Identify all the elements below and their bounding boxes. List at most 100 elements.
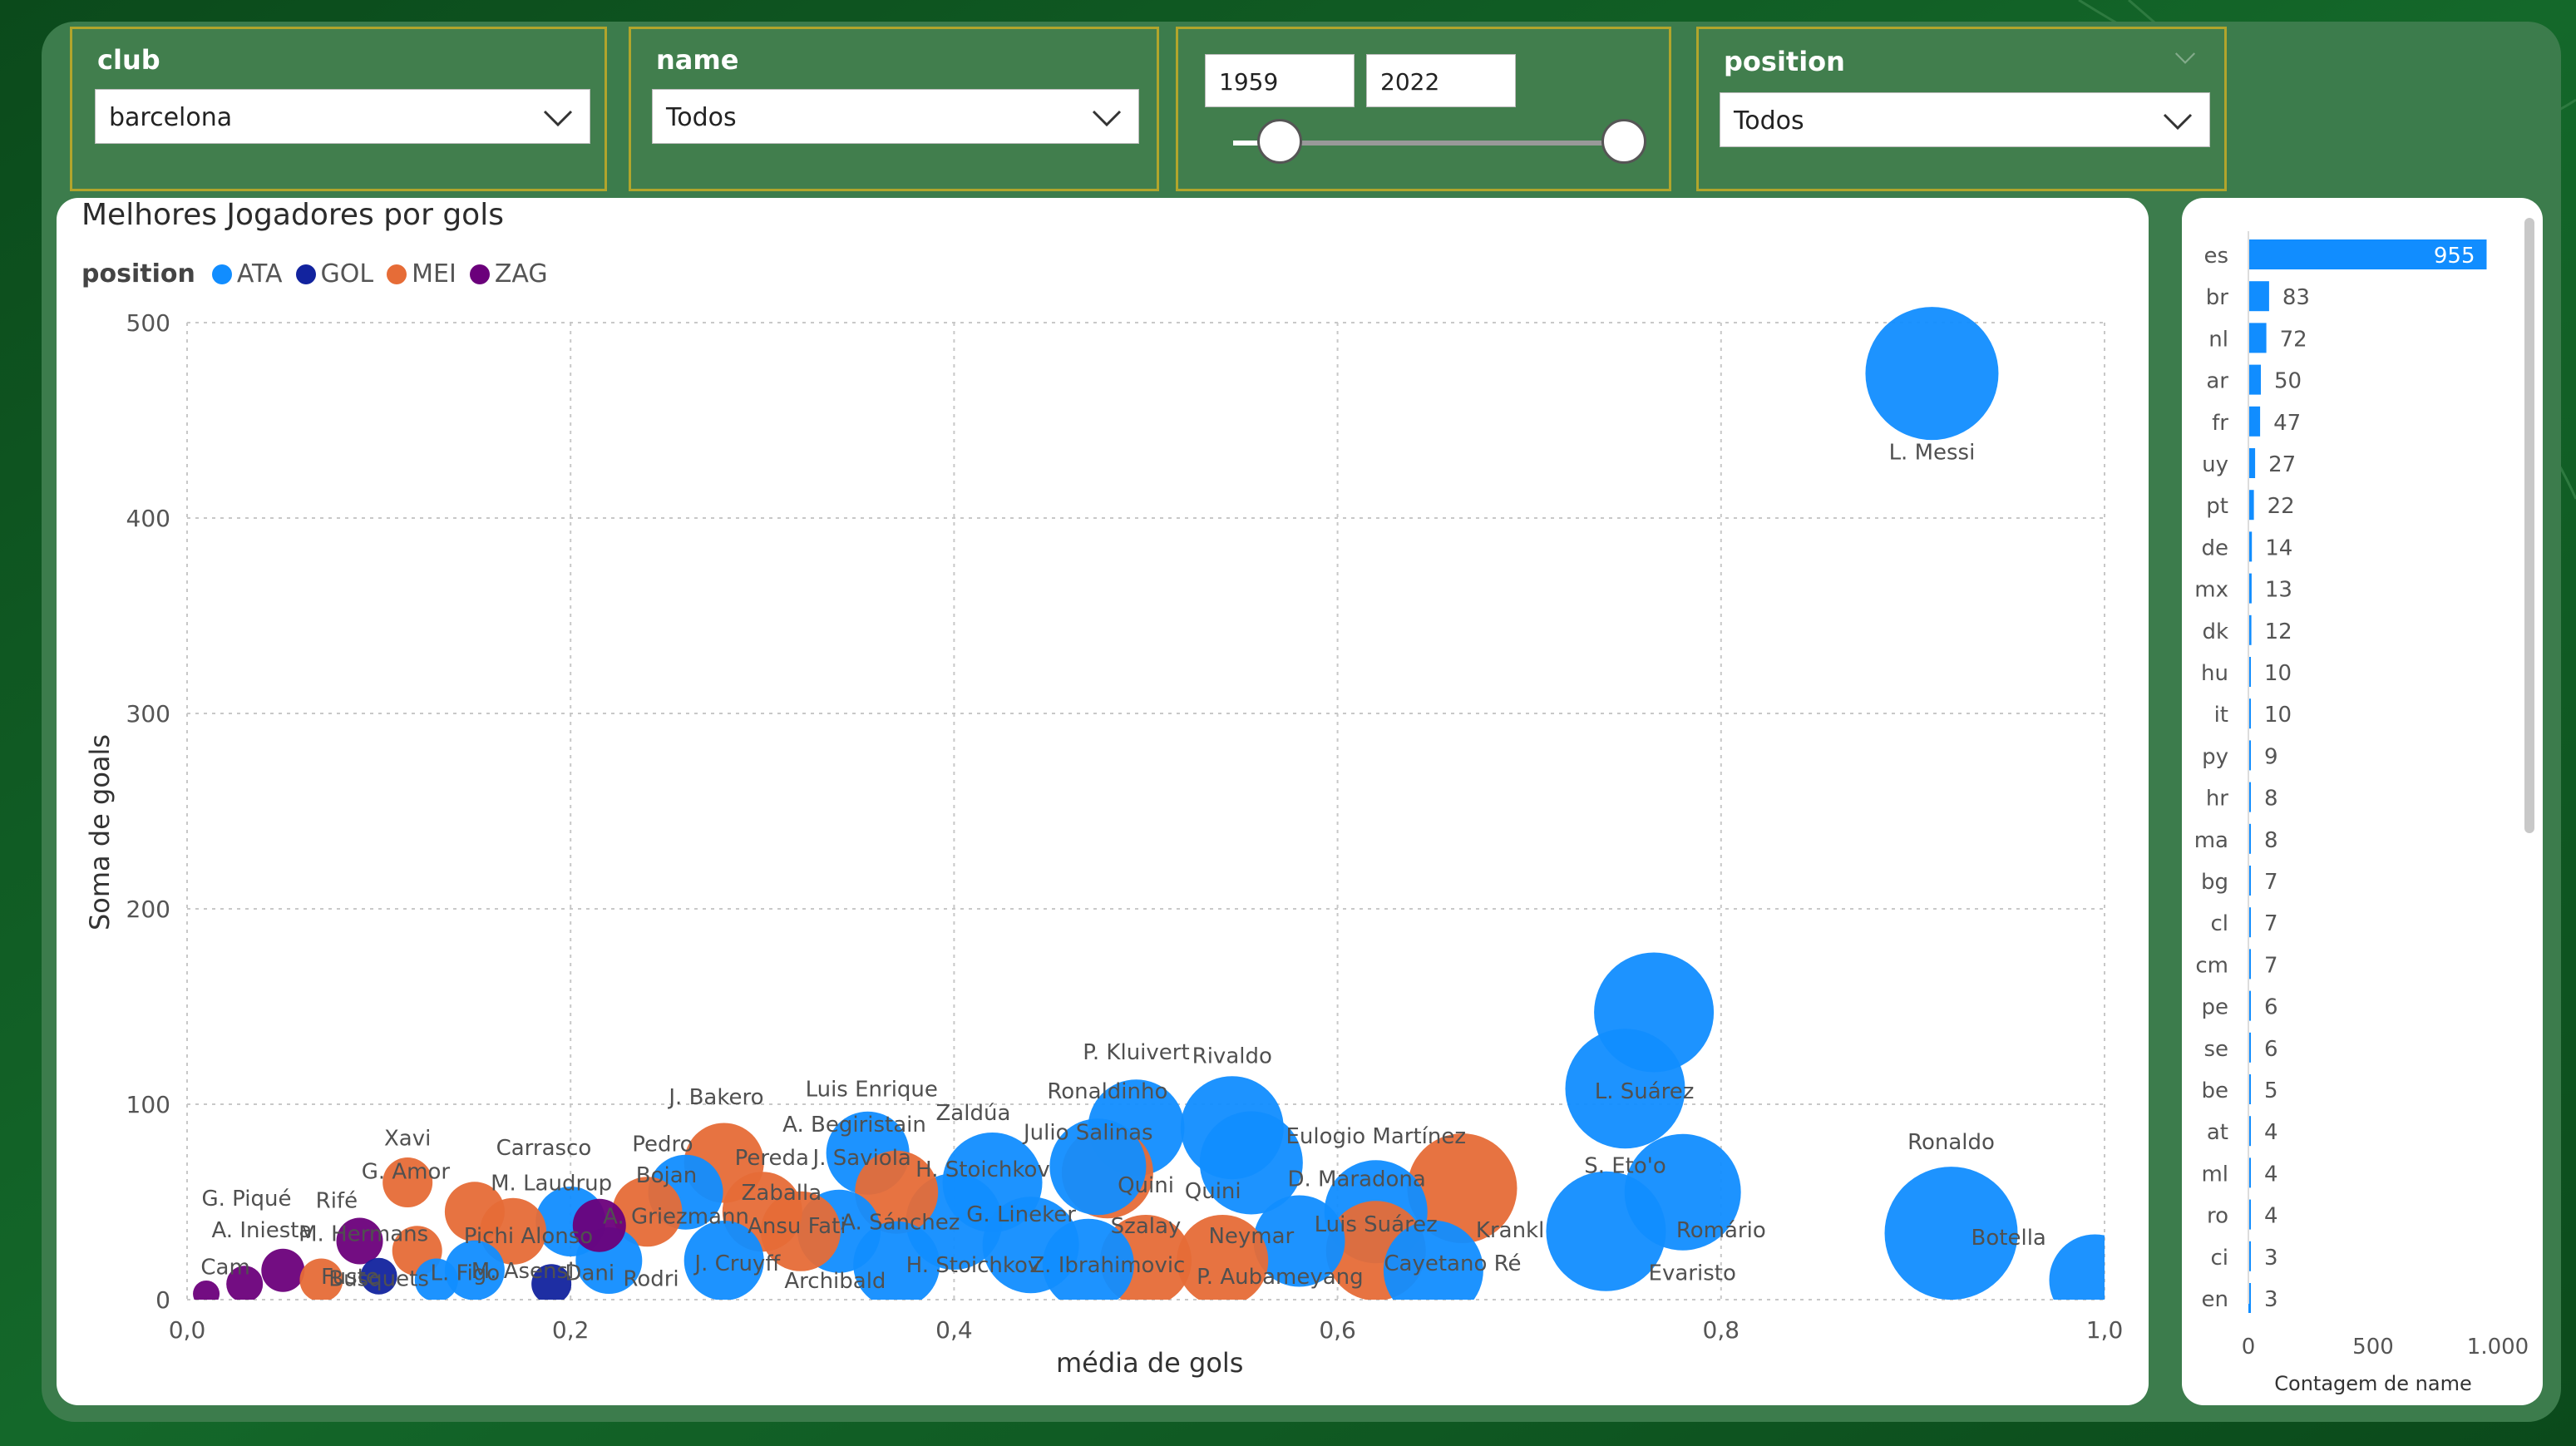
- y-axis-title: Soma de goals: [84, 698, 116, 930]
- y-tick-label: 200: [126, 896, 170, 923]
- point-label: Krankl: [1476, 1218, 1544, 1243]
- bar-value-label: 13: [2265, 578, 2292, 603]
- bar-category-label: se: [2203, 1037, 2228, 1062]
- name-dropdown-value: Todos: [666, 103, 737, 132]
- scatter-chart: 01002003004005000,0 0,2 0,4 0,6 0,8 1,0L. Mes…: [57, 198, 2149, 1405]
- bar-category-label: py: [2202, 744, 2228, 769]
- point-label: Cam: [200, 1255, 249, 1280]
- bar-category-label: ro: [2207, 1204, 2228, 1229]
- bar-value-label: 5: [2264, 1078, 2278, 1103]
- bar-category-label: at: [2207, 1120, 2228, 1145]
- year-start-input[interactable]: 1959: [1205, 54, 1355, 107]
- bar[interactable]: [2248, 407, 2260, 437]
- bar-category-label: pe: [2202, 995, 2229, 1020]
- bar-x-axis-title: Contagem de name: [2274, 1372, 2471, 1395]
- point-label: H. Stoichkov: [906, 1253, 1041, 1278]
- point-label: Ronaldo: [1907, 1130, 1995, 1155]
- bar-value-label: 3: [2264, 1246, 2278, 1271]
- point-label: Quini: [1118, 1173, 1174, 1198]
- bar-category-label: ml: [2201, 1162, 2228, 1187]
- point-label: G. Amor: [362, 1159, 451, 1184]
- y-tick-label: 500: [126, 309, 170, 337]
- point-label: Z. Ibrahimovic: [1029, 1253, 1185, 1278]
- bar-category-label: cl: [2210, 911, 2228, 936]
- chevron-down-icon: [2161, 106, 2194, 135]
- year-range-slicer: 1959 2022: [1176, 27, 1671, 191]
- bar-category-label: hu: [2201, 661, 2228, 686]
- bar-category-label: fr: [2212, 411, 2228, 436]
- chevron-down-icon: [1090, 103, 1123, 131]
- bar-x-tick-label: 1.000: [2467, 1335, 2529, 1360]
- position-slicer: position Todos: [1696, 27, 2227, 191]
- position-dropdown[interactable]: Todos: [1720, 92, 2210, 147]
- bar[interactable]: [2248, 448, 2255, 478]
- chevron-up-icon[interactable]: [2173, 47, 2198, 67]
- bar-category-label: es: [2203, 244, 2228, 269]
- point-label: Ansu Fati: [748, 1214, 846, 1239]
- point-label: Rifé: [316, 1189, 358, 1214]
- bar-value-label: 3: [2264, 1287, 2278, 1312]
- point-label: J. Bakero: [667, 1085, 763, 1110]
- bar-category-label: nl: [2208, 327, 2228, 352]
- bar-value-label: 7: [2264, 911, 2278, 936]
- x-tick-label: 0,6: [1319, 1316, 1356, 1344]
- point-label: Pedro: [632, 1132, 693, 1157]
- scatter-point[interactable]: [2049, 1235, 2140, 1326]
- bar-category-label: dk: [2202, 619, 2228, 644]
- point-label: Ronaldinho: [1047, 1079, 1167, 1104]
- point-label: Busquets: [328, 1267, 429, 1292]
- point-label: Rodri: [623, 1267, 679, 1292]
- y-tick-label: 100: [126, 1091, 170, 1118]
- y-tick-label: 300: [126, 700, 170, 728]
- bar-value-label: 9: [2264, 744, 2278, 769]
- point-label: L. Suárez: [1595, 1079, 1695, 1104]
- point-label: Evaristo: [1649, 1261, 1736, 1286]
- point-label: Szalay: [1111, 1214, 1182, 1239]
- point-label: Zaldúa: [936, 1101, 1011, 1126]
- bar-value-label: 6: [2264, 1037, 2278, 1062]
- year-end-input[interactable]: 2022: [1366, 54, 1516, 107]
- bar-value-label: 4: [2264, 1204, 2278, 1229]
- point-label: P. Aubameyang: [1197, 1265, 1363, 1290]
- x-axis-title: média de gols: [1056, 1347, 1243, 1379]
- country-bar-chart: es 955br 83nl 72ar 50fr 47uy 27pt 22de 14mx 13dk 1…: [2182, 198, 2543, 1405]
- point-label: Zaballa: [742, 1181, 822, 1206]
- bar-category-label: it: [2214, 703, 2228, 728]
- position-slicer-title: position: [1724, 46, 1845, 77]
- year-slider-handle-end[interactable]: [1601, 119, 1646, 164]
- point-label: Romário: [1676, 1218, 1766, 1243]
- point-label: Pichi Alonso: [464, 1224, 593, 1249]
- name-slicer: name Todos: [629, 27, 1159, 191]
- bar-category-label: cm: [2195, 953, 2228, 978]
- name-dropdown[interactable]: Todos: [652, 89, 1139, 144]
- point-label: M. Hermans: [299, 1222, 428, 1247]
- bar[interactable]: [2248, 281, 2269, 311]
- point-label: Neymar: [1208, 1224, 1294, 1249]
- bar-value-label: 6: [2264, 995, 2278, 1020]
- point-label: A. Iniesta: [211, 1218, 312, 1243]
- point-label: A. Griezmann: [603, 1204, 749, 1229]
- bar-category-label: br: [2206, 285, 2229, 310]
- club-dropdown[interactable]: barcelona: [95, 89, 590, 144]
- bar-value-label: 4: [2264, 1162, 2278, 1187]
- bar-x-tick-label: 0: [2242, 1335, 2256, 1360]
- y-tick-label: 0: [155, 1286, 170, 1314]
- bar-value-label: 8: [2264, 828, 2278, 853]
- point-label: P. Kluivert: [1083, 1040, 1189, 1065]
- scatter-point[interactable]: [261, 1249, 304, 1292]
- scatter-point[interactable]: [1865, 307, 1998, 440]
- club-slicer: club barcelona: [70, 27, 607, 191]
- scatter-point[interactable]: [193, 1281, 220, 1307]
- bar[interactable]: [2248, 365, 2261, 395]
- bar[interactable]: [2248, 323, 2267, 353]
- y-tick-label: 400: [126, 505, 170, 532]
- club-dropdown-value: barcelona: [109, 103, 232, 132]
- bar-category-label: ci: [2210, 1246, 2228, 1271]
- point-label: Bojan: [636, 1163, 697, 1188]
- bar-category-label: mx: [2194, 578, 2228, 603]
- point-label: J. Saviola: [812, 1146, 911, 1171]
- club-slicer-title: club: [97, 44, 160, 76]
- year-slider-handle-start[interactable]: [1257, 119, 1302, 164]
- bar-category-label: de: [2202, 535, 2229, 560]
- bar-value-label: 47: [2273, 411, 2301, 436]
